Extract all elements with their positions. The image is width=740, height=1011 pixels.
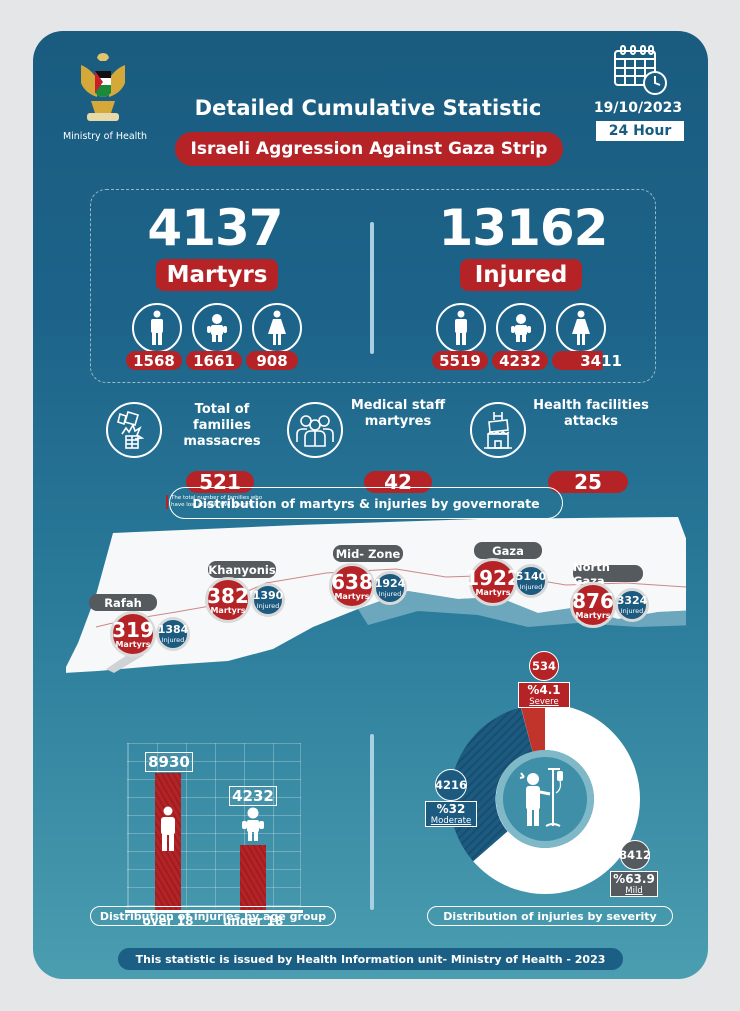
- gaza-martyrs-bubble: 1922 Martyrs: [465, 558, 521, 606]
- infographic-card: Ministry of Health Detailed Cumulative S…: [33, 31, 708, 979]
- governorate-label-north-gaza: North Gaza: [573, 560, 643, 588]
- injured-men-circle: [436, 303, 486, 353]
- patient-iv-icon: [519, 768, 563, 827]
- families-massacres-label: Total of families massacres: [183, 402, 261, 449]
- martyrs-label: Martyrs: [156, 259, 278, 291]
- injured-women-circle: [556, 303, 606, 353]
- north-gaza-martyrs-bubble: 876 Martyrs: [570, 582, 616, 628]
- bar-value-over-18: 8930: [145, 752, 193, 772]
- child-icon: [207, 314, 227, 342]
- martyrs-total: 4137: [147, 199, 283, 257]
- man-icon: [151, 310, 163, 345]
- mid-zone-injured-bubble: 1924 Injured: [373, 571, 407, 605]
- martyrs-men-circle: [132, 303, 182, 353]
- governorate-label-rafah: Rafah: [89, 594, 157, 611]
- injured-children-circle: [496, 303, 546, 353]
- injured-men-count: 5519: [432, 351, 488, 370]
- moderate-percent-box: %32 Moderate: [425, 801, 477, 827]
- health-facilities-circle: [470, 402, 526, 458]
- governorate-section-title: Distribution of martyrs & injuries by go…: [169, 487, 563, 519]
- footer-note: This statistic is issued by Health Infor…: [118, 948, 623, 970]
- child-icon: [242, 807, 264, 841]
- families-massacres-note: The total number of families who have lo…: [166, 495, 296, 509]
- report-date: 19/10/2023: [593, 100, 683, 116]
- medical-staff-icon: [296, 415, 334, 447]
- families-massacres-circle: [106, 402, 162, 458]
- injured-women-count: 3411: [552, 351, 624, 370]
- bar-under-18: [240, 845, 266, 910]
- gaza-injured-bubble: 5140 Injured: [514, 564, 548, 598]
- health-facilities-label: Health facilities attacks: [533, 398, 649, 429]
- man-icon: [455, 310, 467, 345]
- mild-count: 8412: [619, 840, 651, 870]
- martyrs-children-count: 1661: [186, 351, 242, 370]
- woman-icon: [572, 310, 590, 345]
- totals-divider: [370, 222, 374, 354]
- martyrs-children-circle: [192, 303, 242, 353]
- severe-count: 534: [529, 651, 559, 681]
- mid-zone-martyrs-bubble: 638 Martyrs: [329, 563, 375, 609]
- martyrs-women-circle: [252, 303, 302, 353]
- hospital-attack-icon: [484, 412, 512, 449]
- bar-label-under-18: under 18: [222, 914, 284, 928]
- report-period: 24 Hour: [596, 121, 684, 141]
- age-chart-axis: [125, 910, 303, 913]
- rafah-injured-bubble: 1384 Injured: [156, 617, 190, 651]
- injured-total: 13162: [438, 199, 609, 257]
- medical-staff-label: Medical staff martyres: [350, 398, 446, 429]
- injured-label: Injured: [460, 259, 582, 291]
- rafah-martyrs-bubble: 319 Martyrs: [110, 611, 156, 657]
- governorate-label-mid-zone: Mid- Zone: [333, 545, 403, 562]
- eagle-emblem-icon: [81, 53, 125, 121]
- totals-panel: [90, 189, 656, 383]
- ministry-label: Ministry of Health: [62, 131, 148, 142]
- health-facilities-value: 25: [548, 470, 628, 494]
- north-gaza-injured-bubble: 3324 Injured: [615, 588, 649, 622]
- governorate-label-khanyonis: Khanyonis: [208, 561, 276, 578]
- martyrs-men-count: 1568: [126, 351, 182, 370]
- khanyonis-injured-bubble: 1390 Injured: [251, 583, 285, 617]
- medical-staff-circle: [287, 402, 343, 458]
- moderate-count: 4216: [435, 769, 467, 801]
- severity-donut-chart: [450, 704, 640, 894]
- injured-children-count: 4232: [492, 351, 548, 370]
- calendar-clock-icon: [614, 45, 667, 95]
- woman-icon: [268, 310, 286, 345]
- bar-label-over-18: over 18: [142, 914, 194, 928]
- destroyed-building-icon: [117, 411, 145, 449]
- age-section-title: Distribution of injuries by age group: [90, 906, 336, 926]
- man-icon: [161, 806, 175, 851]
- page-subtitle: Israeli Aggression Against Gaza Strip: [175, 132, 563, 166]
- charts-divider: [370, 734, 374, 910]
- severity-section-title: Distribution of injuries by severity: [427, 906, 673, 926]
- martyrs-women-count: 908: [246, 351, 298, 370]
- governorate-label-gaza: Gaza: [474, 542, 542, 559]
- bar-over-18: [155, 773, 181, 910]
- page-title: Detailed Cumulative Statistic: [194, 96, 542, 120]
- mild-percent-box: %63.9 Mild: [610, 871, 658, 897]
- khanyonis-martyrs-bubble: 382 Martyrs: [205, 577, 251, 623]
- child-icon: [511, 314, 531, 342]
- severe-percent-box: %4.1 Severe: [518, 682, 570, 708]
- bar-value-under-18: 4232: [229, 786, 277, 806]
